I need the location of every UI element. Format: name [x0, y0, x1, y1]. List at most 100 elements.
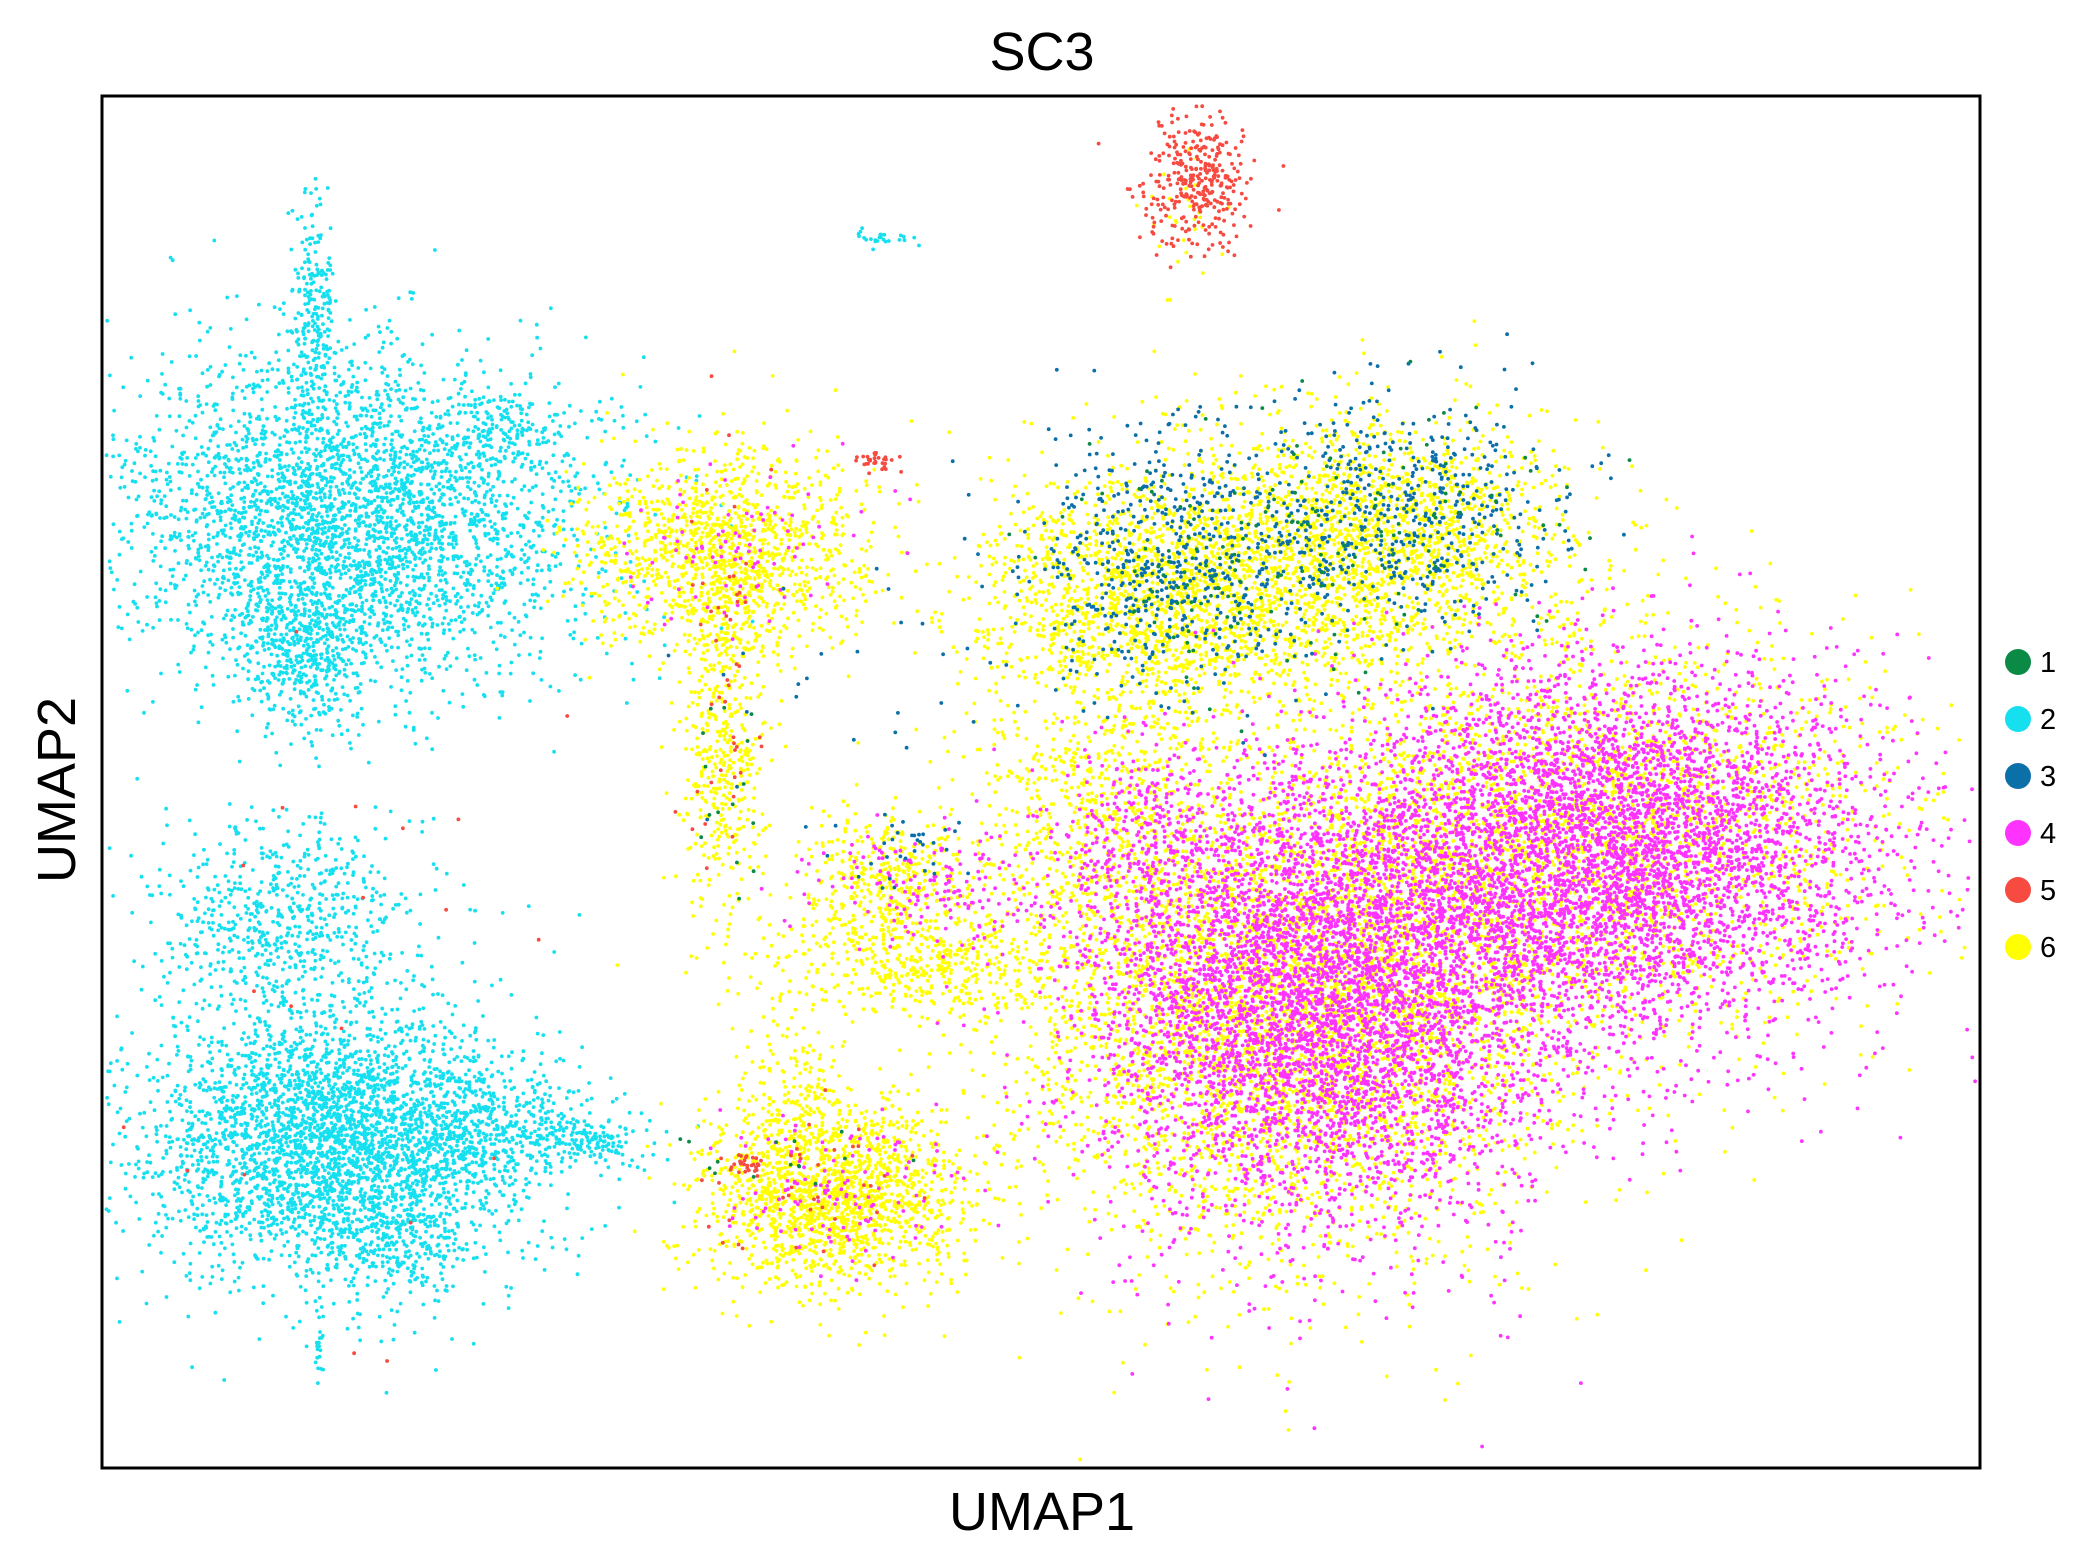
scatter-point [404, 910, 409, 915]
scatter-point [386, 545, 390, 550]
scatter-point [409, 653, 414, 658]
scatter-point [337, 467, 342, 471]
scatter-point [466, 428, 471, 432]
scatter-point [271, 919, 275, 924]
scatter-point [260, 378, 265, 383]
scatter-point [253, 442, 257, 447]
scatter-point [230, 864, 234, 869]
scatter-point [238, 881, 243, 886]
scatter-point [192, 644, 196, 649]
scatter-point [398, 462, 402, 467]
scatter-point [537, 462, 542, 467]
scatter-point [277, 609, 281, 614]
scatter-point [358, 432, 363, 436]
scatter-point [527, 442, 532, 447]
scatter-point [431, 601, 436, 606]
scatter-point [471, 465, 476, 470]
scatter-point [404, 407, 409, 412]
scatter-point [419, 443, 424, 448]
scatter-point [303, 410, 308, 415]
scatter-point [461, 704, 466, 709]
scatter-point [320, 273, 324, 277]
scatter-point [429, 541, 434, 546]
scatter-point [356, 838, 360, 843]
scatter-point [353, 518, 358, 523]
scatter-point [272, 305, 277, 310]
scatter-point [694, 474, 699, 478]
scatter-point [367, 563, 372, 568]
scatter-point [251, 868, 255, 872]
scatter-point [147, 510, 152, 515]
scatter-point [532, 464, 537, 469]
scatter-point [244, 911, 249, 915]
scatter-point [634, 419, 639, 424]
scatter-point [307, 903, 312, 908]
scatter-point [417, 593, 422, 598]
scatter-point [264, 451, 268, 456]
scatter-point [278, 1001, 283, 1005]
scatter-point [532, 605, 536, 610]
scatter-point [528, 598, 533, 603]
scatter-point [208, 326, 213, 330]
scatter-point [196, 554, 201, 559]
scatter-point [337, 374, 341, 379]
scatter-point [193, 633, 197, 638]
scatter-point [134, 447, 138, 451]
scatter-point [486, 432, 490, 437]
scatter-point [424, 524, 429, 529]
scatter-point [111, 522, 116, 527]
scatter-point [256, 591, 260, 596]
scatter-point [630, 661, 634, 666]
scatter-point [328, 938, 333, 942]
scatter-point [285, 649, 290, 654]
scatter-point [172, 534, 177, 538]
scatter-point [293, 480, 297, 485]
scatter-point [603, 569, 608, 573]
scatter-point [265, 976, 269, 980]
scatter-point [374, 1264, 378, 1269]
scatter-point [306, 329, 311, 334]
scatter-point [513, 456, 517, 460]
scatter-point [239, 560, 244, 564]
scatter-point [427, 575, 431, 580]
scatter-point [228, 928, 232, 932]
scatter-point [420, 467, 425, 472]
scatter-point [306, 295, 311, 299]
scatter-point [405, 564, 410, 569]
scatter-point [489, 500, 494, 505]
scatter-point [192, 538, 196, 543]
scatter-point [412, 578, 417, 583]
scatter-point [403, 724, 408, 729]
scatter-point [294, 658, 299, 662]
scatter-point [453, 534, 458, 539]
scatter-point [425, 496, 430, 501]
scatter-point [312, 328, 317, 332]
scatter-point [351, 374, 356, 379]
scatter-point [181, 433, 186, 438]
scatter-point [432, 460, 437, 465]
scatter-point [298, 680, 302, 685]
scatter-point [186, 602, 191, 607]
scatter-point [323, 526, 327, 530]
scatter-point [143, 475, 147, 480]
scatter-point [380, 370, 385, 375]
scatter-point [273, 499, 278, 503]
scatter-point [443, 601, 447, 606]
scatter-point [249, 589, 253, 593]
scatter-point [349, 385, 354, 389]
scatter-point [413, 504, 417, 509]
scatter-point [476, 579, 481, 583]
scatter-point [255, 482, 260, 487]
scatter-point [232, 933, 237, 938]
scatter-point [288, 537, 293, 541]
scatter-point [233, 508, 237, 513]
scatter-point [210, 505, 214, 510]
scatter-point [303, 371, 308, 376]
scatter-point [466, 480, 470, 484]
scatter-point [394, 536, 399, 540]
scatter-point [573, 673, 577, 677]
scatter-point [306, 360, 311, 365]
scatter-point [357, 521, 362, 526]
scatter-point [235, 574, 240, 578]
scatter-point [302, 190, 307, 195]
